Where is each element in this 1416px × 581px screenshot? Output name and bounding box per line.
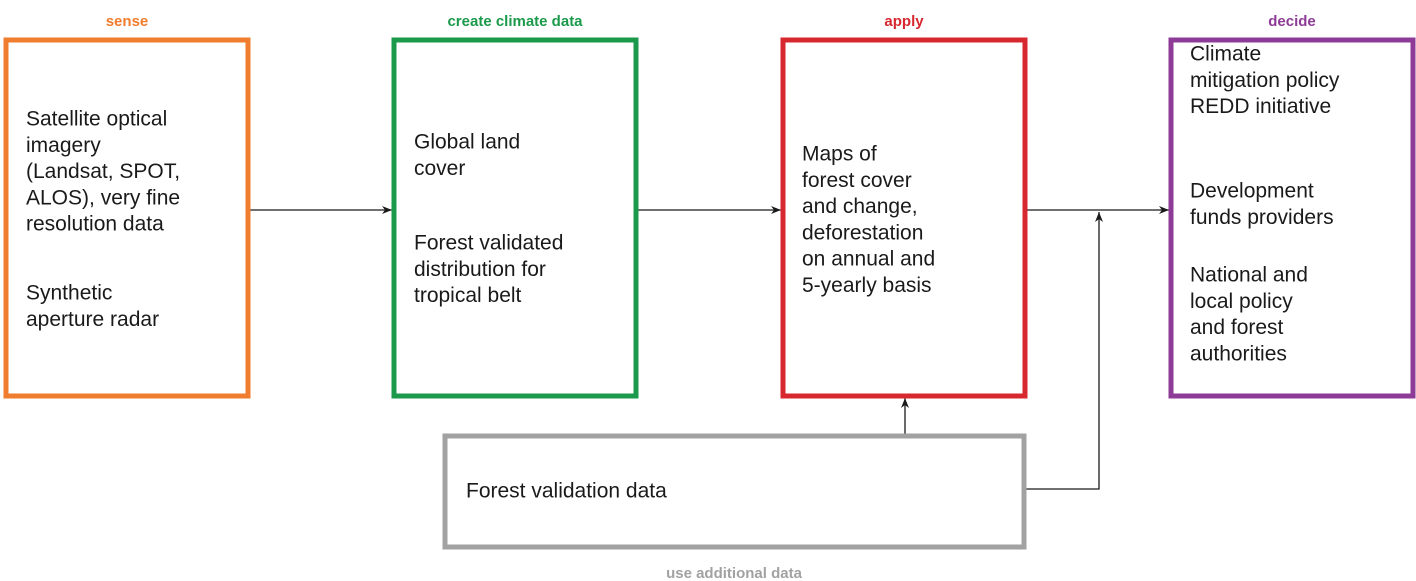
stage-label: decide (1268, 13, 1316, 30)
box-text: REDD initiative (1190, 95, 1331, 118)
box-text: 5-yearly basis (802, 274, 932, 297)
box-text: on annual and (802, 248, 935, 271)
box-text: Forest validation data (466, 480, 667, 503)
box-text: deforestation (802, 221, 923, 244)
box-text: authorities (1190, 342, 1287, 365)
box-text: National and (1190, 264, 1308, 287)
box-text: Maps of (802, 143, 877, 166)
box (1168, 37, 1416, 399)
connectors (250, 206, 1169, 490)
box-text: mitigation policy (1190, 69, 1340, 92)
box-text: Development (1190, 180, 1314, 203)
stage-label: apply (884, 13, 924, 30)
box (780, 37, 1028, 399)
box-text: local policy (1190, 290, 1293, 313)
box (3, 37, 251, 399)
box-text: funds providers (1190, 206, 1334, 229)
box (442, 433, 1027, 550)
box-text: Synthetic (26, 282, 112, 305)
box-text: resolution data (26, 213, 164, 236)
box-text: distribution for (414, 258, 546, 281)
box-text: and forest (1190, 316, 1284, 339)
box-text: Global land (414, 131, 520, 154)
box-text: Forest validated (414, 232, 563, 255)
box-text: Climate (1190, 43, 1261, 66)
box-text: imagery (26, 134, 101, 157)
box-text: tropical belt (414, 284, 522, 307)
box-text: and change, (802, 195, 918, 218)
box-text: forest cover (802, 169, 912, 192)
box-text: ALOS), very fine (26, 186, 180, 209)
box-text: cover (414, 157, 465, 180)
box-text: aperture radar (26, 308, 159, 331)
box-text: (Landsat, SPOT, (26, 160, 180, 183)
stage-label: sense (106, 13, 149, 30)
arrow (1026, 212, 1103, 490)
box (391, 37, 639, 399)
stage-label: create climate data (447, 13, 583, 30)
box-text: Satellite optical (26, 108, 167, 131)
stage-label: use additional data (666, 565, 803, 581)
